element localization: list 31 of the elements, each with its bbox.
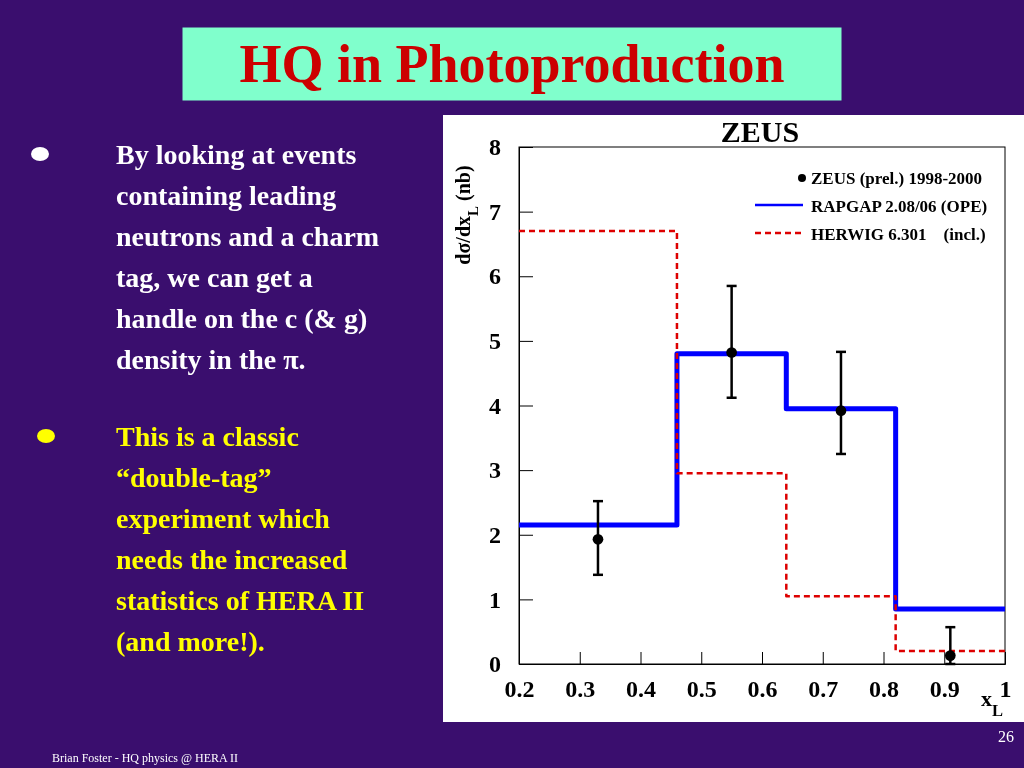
legend-label: HERWIG 6.301 (incl.) [811, 225, 986, 244]
y-tick-label: 1 [489, 586, 501, 613]
y-tick-label: 2 [489, 521, 501, 548]
legend-label: RAPGAP 2.08/06 (OPE) [811, 197, 988, 216]
x-tick-label: 1 [999, 676, 1012, 703]
point [726, 347, 737, 358]
x-tick-label: 0.4 [626, 676, 656, 703]
x-tick-label: 0.5 [686, 676, 717, 703]
text: HQ in Photoproduction [239, 34, 785, 94]
chart-title: ZEUS [720, 115, 800, 148]
y-tick-label: 8 [489, 134, 501, 161]
y-tick-label: 0 [489, 651, 501, 678]
y-tick-label: 3 [489, 457, 501, 484]
x-tick-label: 0.3 [565, 676, 596, 703]
x-tick-label: 0.2 [504, 676, 535, 703]
x-tick-label: 0.8 [869, 676, 899, 703]
y-tick-label: 4 [489, 392, 501, 419]
point [835, 405, 847, 417]
text: This is a classic “double-tag” experiment which needs the increased statistics of HERA II (and more!). [116, 421, 365, 657]
y-tick-label: 5 [489, 328, 501, 355]
y-tick-label: 6 [489, 263, 501, 290]
text: Brian Foster - HQ physics @ HERA II [52, 751, 239, 765]
x-tick-label: 0.9 [929, 676, 960, 703]
x-tick-label: 0.7 [808, 676, 839, 703]
point [944, 650, 956, 661]
point [592, 533, 604, 545]
y-tick-label: 7 [489, 198, 501, 225]
text: 26 [998, 728, 1014, 745]
text: By looking at events containing leading neutrons and a charm tag, we can get a handle on the c (& g) density in the π. [116, 139, 380, 375]
legend-label: ZEUS (prel.) 1998-2000 [811, 169, 983, 188]
x-tick-label: 0.6 [747, 676, 778, 703]
